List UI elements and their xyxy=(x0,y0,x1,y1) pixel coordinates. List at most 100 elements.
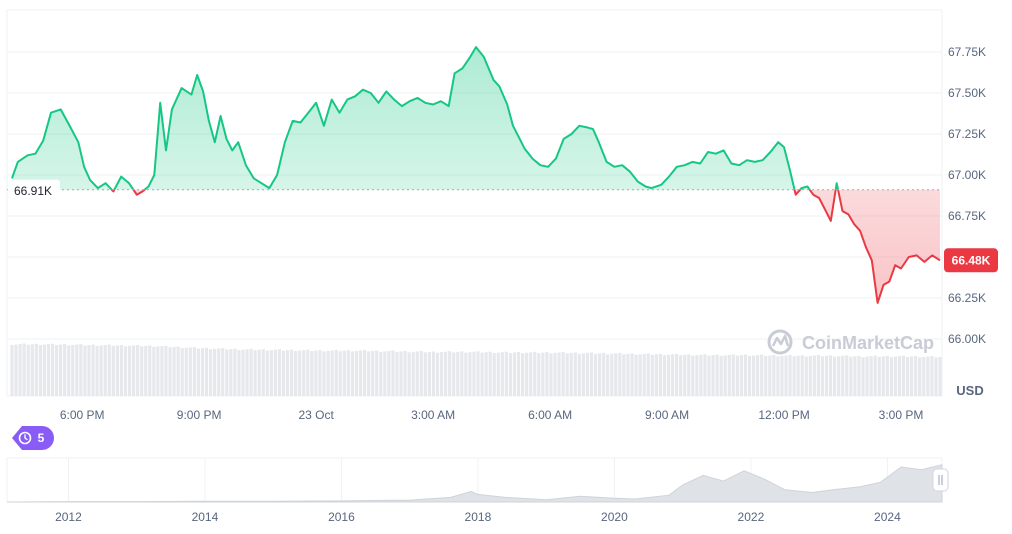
navigator-tick-label: 2016 xyxy=(328,510,355,524)
volume-bar xyxy=(148,345,152,396)
volume-bar xyxy=(565,353,569,396)
volume-bar xyxy=(719,355,723,396)
volume-bar xyxy=(249,348,253,396)
volume-bar xyxy=(816,354,821,396)
line-above-reference xyxy=(11,46,840,190)
volume-bar xyxy=(277,349,282,396)
volume-bar xyxy=(897,356,902,396)
volume-bar xyxy=(294,351,298,396)
volume-bar xyxy=(306,349,310,396)
volume-bar xyxy=(30,344,34,396)
volume-bar xyxy=(265,350,269,396)
volume-bar xyxy=(662,355,667,396)
volume-bar xyxy=(508,353,513,396)
volume-bar xyxy=(233,348,237,396)
volume-bar xyxy=(387,350,391,396)
volume-bar xyxy=(707,355,711,396)
volume-bar xyxy=(480,352,484,396)
y-tick-label: 67.25K xyxy=(948,127,986,141)
volume-bar xyxy=(650,354,654,396)
volume-bar xyxy=(273,349,278,396)
volume-bar xyxy=(46,344,51,396)
volume-bar xyxy=(760,354,764,396)
y-tick-label: 67.00K xyxy=(948,168,986,182)
volume-bar xyxy=(22,343,26,396)
volume-bar xyxy=(699,354,703,396)
volume-bar xyxy=(646,353,650,396)
volume-bar xyxy=(350,351,355,396)
volume-bar xyxy=(828,355,833,396)
x-tick-label: 9:00 AM xyxy=(645,408,689,422)
volume-bar xyxy=(42,344,47,396)
volume-bar xyxy=(938,357,942,396)
volume-bar xyxy=(217,348,221,396)
volume-bar xyxy=(735,355,739,396)
range-handle[interactable] xyxy=(932,468,949,492)
volume-bar xyxy=(723,355,727,396)
volume-bar xyxy=(310,351,314,396)
volume-bar xyxy=(50,343,55,396)
volume-bar xyxy=(67,345,71,396)
volume-bar xyxy=(435,352,440,396)
x-axis: 6:00 PM 9:00 PM 23 Oct 3:00 AM 6:00 AM 9:00 A… xyxy=(60,408,924,422)
volume-bar xyxy=(500,352,504,396)
y-tick-label: 66.25K xyxy=(948,291,986,305)
history-badge[interactable]: 5 xyxy=(12,426,54,450)
volume-bar xyxy=(857,355,861,396)
volume-bar xyxy=(427,351,431,396)
volume-bar xyxy=(257,349,261,396)
volume-bar xyxy=(768,355,772,396)
volume-bar xyxy=(926,356,930,396)
history-count: 5 xyxy=(38,431,45,445)
volume-bar xyxy=(751,355,756,396)
volume-bar xyxy=(504,351,508,396)
volume-bar xyxy=(63,344,67,396)
volume-bar xyxy=(54,345,59,396)
price-area xyxy=(12,47,940,303)
coinmarketcap-logo-icon xyxy=(767,329,793,355)
volume-bar xyxy=(298,350,302,396)
volume-bar xyxy=(589,352,594,396)
volume-bar xyxy=(549,353,553,396)
x-tick-label: 12:00 PM xyxy=(758,408,809,422)
volume-bar xyxy=(200,348,205,396)
drag-handle-icon xyxy=(938,475,943,485)
volume-bar xyxy=(529,352,533,396)
volume-bar xyxy=(75,344,79,396)
volume-bar xyxy=(824,355,829,396)
volume-bar xyxy=(176,346,180,396)
volume-bar xyxy=(188,347,192,396)
volume-bar xyxy=(691,355,695,396)
area-above-reference xyxy=(12,47,839,190)
volume-bar xyxy=(314,350,318,396)
volume-bar xyxy=(845,355,849,396)
volume-bar xyxy=(484,352,488,396)
volume-bar xyxy=(103,345,107,396)
volume-bar xyxy=(415,351,419,396)
volume-bar xyxy=(144,345,148,396)
volume-bar xyxy=(285,350,290,396)
volume-bar xyxy=(395,351,399,396)
volume-bar xyxy=(934,357,938,396)
volume-bar xyxy=(687,354,691,396)
volume-bar xyxy=(642,353,646,396)
volume-bar xyxy=(119,345,124,396)
range-navigator[interactable]: 2012 2014 2016 2018 2020 2022 2024 xyxy=(6,457,949,524)
volume-bar xyxy=(338,351,342,396)
volume-bar xyxy=(136,345,140,396)
y-tick-label: 66.75K xyxy=(948,209,986,223)
volume-bar xyxy=(79,344,83,396)
volume-bar xyxy=(557,352,561,396)
volume-bar xyxy=(375,350,379,396)
volume-bar xyxy=(869,356,873,396)
x-tick-label: 6:00 PM xyxy=(60,408,105,422)
volume-bar xyxy=(922,357,926,396)
volume-bar xyxy=(379,351,383,396)
volume-bar xyxy=(83,345,87,396)
volume-bar xyxy=(634,354,638,396)
volume-bar xyxy=(346,350,350,396)
area-below-reference xyxy=(12,189,940,303)
volume-bar xyxy=(670,354,675,396)
volume-bar xyxy=(439,352,444,396)
